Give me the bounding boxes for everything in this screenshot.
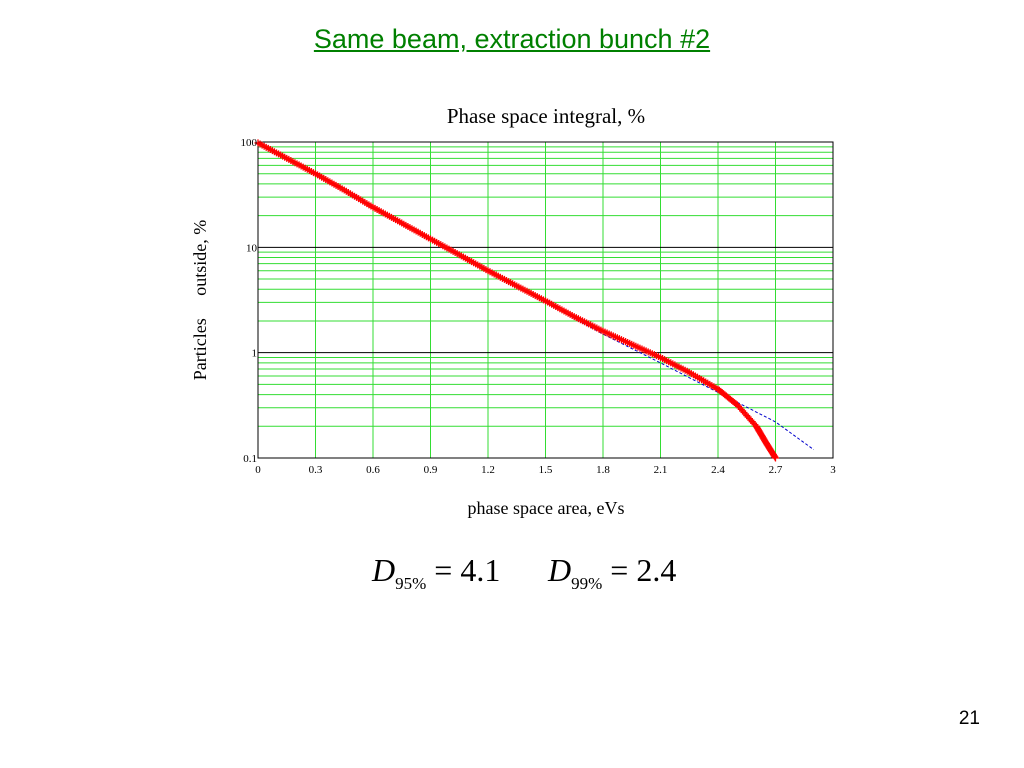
- data-point-marker: [771, 453, 779, 461]
- chart-title: Phase space integral, %: [447, 104, 645, 128]
- page-number: 21: [958, 708, 980, 729]
- y-tick-label: 0.1: [243, 453, 257, 465]
- equation-d99-subscript: 99%: [571, 574, 603, 593]
- x-tick-label: 0.3: [309, 464, 323, 476]
- data-point-marker: [772, 454, 779, 462]
- x-tick-label: 2.4: [711, 464, 725, 476]
- equation-d95-symbol: D: [372, 552, 396, 588]
- y-tick-label: 10: [246, 242, 258, 254]
- plot-frame: [257, 141, 834, 459]
- equation-d99-operator: =: [610, 552, 629, 588]
- y-tick-label: 1: [252, 348, 258, 360]
- x-tick-label: 2.7: [769, 464, 783, 476]
- equation-d99-symbol: D: [548, 552, 572, 588]
- equation-d99-value: 2.4: [636, 552, 677, 588]
- chart-series-layer: [254, 139, 815, 462]
- x-tick-label: 1.2: [481, 464, 495, 476]
- equation-d95-operator: =: [434, 552, 453, 588]
- equation-d95: D95% = 4.1: [372, 552, 500, 594]
- equation-d95-subscript: 95%: [395, 574, 427, 593]
- x-tick-label: 0: [255, 464, 261, 476]
- x-tick-label: 1.5: [539, 464, 553, 476]
- equation-d95-value: 4.1: [460, 552, 501, 588]
- x-tick-label: 0.9: [424, 464, 438, 476]
- equation-d99: D99% = 2.4: [548, 552, 676, 594]
- series-measured: [254, 139, 779, 462]
- x-tick-label: 0.6: [366, 464, 380, 476]
- x-tick-label: 2.1: [654, 464, 668, 476]
- x-axis-label: phase space area, eVs: [468, 498, 625, 518]
- x-tick-label: 3: [830, 464, 836, 476]
- x-tick-label: 1.8: [596, 464, 610, 476]
- y-tick-label: 100: [241, 137, 258, 149]
- slide-title: Same beam, extraction bunch #2: [313, 24, 711, 54]
- y-axis-label: Particles outside, %: [190, 220, 210, 380]
- chart-tick-layer: 0 0.3 0.6 0.9 1.2 1.5 1.8 2.1 2.4 2.7 3 0.1 1 10 100: [241, 137, 837, 476]
